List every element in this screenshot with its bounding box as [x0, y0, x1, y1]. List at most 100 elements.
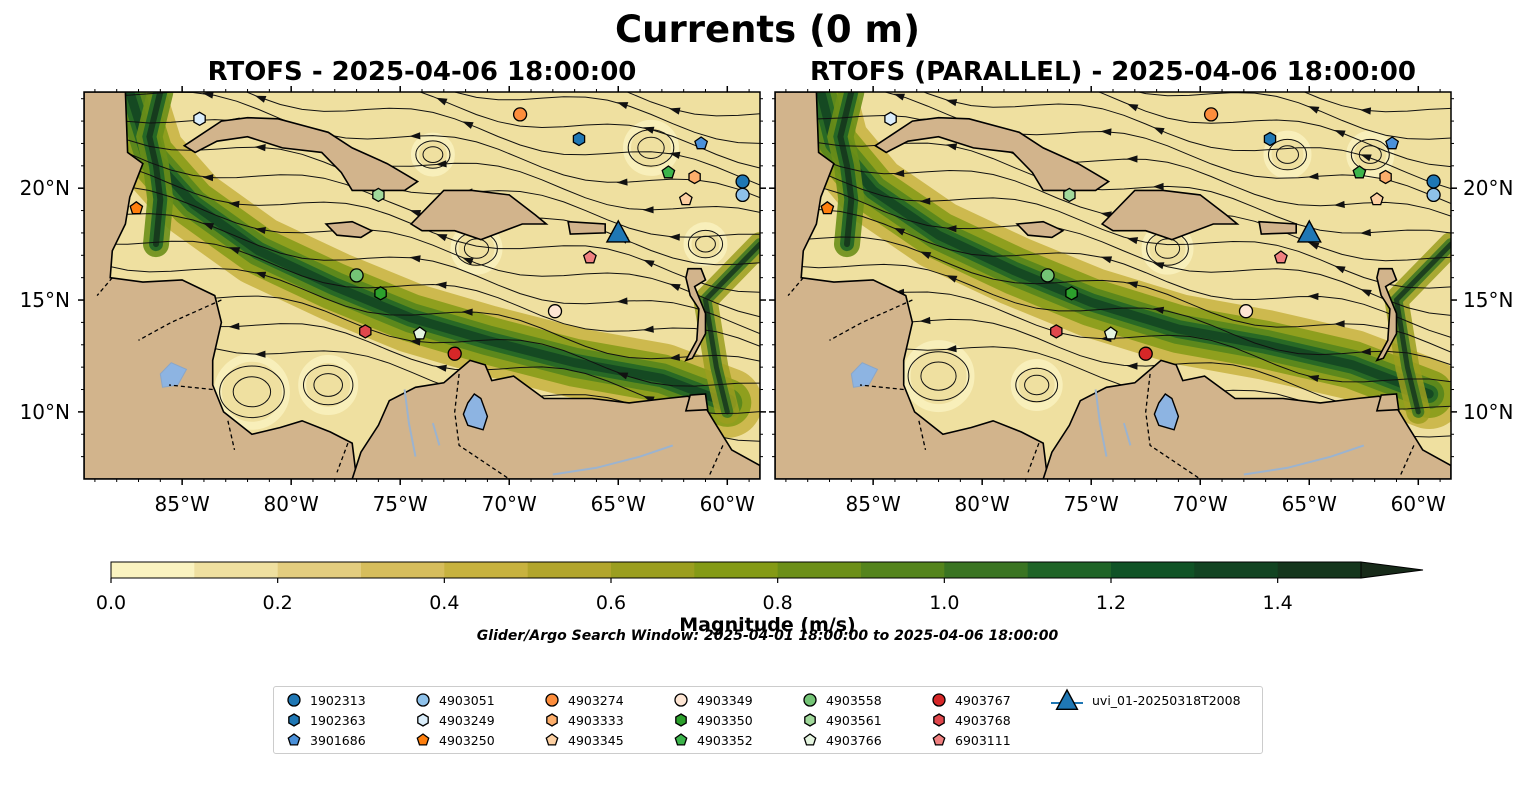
platform-uvi_01-20250318T2008[interactable]: [605, 219, 631, 243]
eddy-ring: [213, 353, 290, 430]
land-layer: [775, 92, 1451, 479]
map-panel-rtofs[interactable]: 85°W 80°W 75°W 70°W 65°W 60°W 20°N 15°N 10°N: [20, 0, 766, 516]
streamline-arrow: [1126, 237, 1139, 245]
platform-4903274[interactable]: [1203, 107, 1219, 122]
legend-marker-hexagon: [675, 713, 687, 727]
lat-tick-label: 15°N: [1463, 288, 1513, 312]
search-window-text: Glider/Argo Search Window: 2025-04-01 18…: [476, 628, 1059, 644]
legend-item: 4903766: [802, 731, 882, 749]
platform-4903352[interactable]: [1352, 165, 1367, 179]
map-panel-rtofs-parallel[interactable]: 85°W 80°W 75°W 70°W 65°W 60°W 20°N 15°N 10°N: [769, 0, 1513, 516]
platform-4903350[interactable]: [374, 286, 387, 301]
platform-4903345[interactable]: [678, 192, 693, 206]
platform-4903767[interactable]: [447, 346, 462, 361]
lat-tick-label: 20°N: [1463, 176, 1513, 200]
streamline-arrow: [945, 99, 958, 107]
land-layer: [84, 92, 760, 479]
legend-marker-circle: [545, 693, 559, 707]
landmass-south-america: [351, 359, 760, 479]
platform-4903561[interactable]: [1063, 187, 1076, 203]
streamline-arrow: [1360, 289, 1372, 297]
legend-marker-pentagon: [674, 733, 688, 746]
streamline-arrow: [409, 210, 422, 217]
colorbar-tick-label: 1.4: [1263, 592, 1293, 614]
streamline-arrow: [436, 97, 448, 106]
platform-4903558[interactable]: [1040, 268, 1055, 283]
streamline: [1303, 92, 1451, 113]
legend-item: 4903274: [544, 691, 624, 709]
platform-4903561[interactable]: [372, 187, 385, 203]
legend-label: 4903051: [439, 692, 495, 708]
colorbar-segment: [1111, 562, 1195, 578]
legend-label: 4903768: [955, 712, 1011, 728]
streamline-arrow: [228, 247, 241, 255]
platform-4903333[interactable]: [1379, 169, 1392, 185]
streamline-arrow: [255, 23, 266, 30]
colorbar-segment: [694, 562, 779, 578]
colorbar-segment: [194, 562, 279, 578]
eddy-streamline: [687, 229, 724, 259]
streamline-arrow: [202, 222, 215, 230]
lon-tick-label: 75°W: [1064, 492, 1119, 516]
eddy-ring: [410, 132, 455, 177]
platform-4903051[interactable]: [735, 187, 750, 203]
platform-4903051[interactable]: [1426, 187, 1441, 203]
legend-marker-circle: [287, 693, 301, 707]
lon-tick-label: 60°W: [1391, 492, 1446, 516]
platform-4903250[interactable]: [820, 200, 835, 215]
platform-markers: [129, 107, 750, 361]
platform-4903345[interactable]: [1369, 192, 1384, 206]
landmass-lesser-antilles: [1375, 267, 1398, 362]
platform-4903766[interactable]: [1103, 326, 1118, 340]
lon-tick-label: 85°W: [846, 492, 901, 516]
streamline-arrow: [254, 271, 267, 279]
platform-4903767[interactable]: [1138, 346, 1153, 361]
streamline-arrow: [1127, 103, 1139, 112]
eddy-streamline: [219, 365, 285, 419]
colorbar-label: Magnitude (m/s): [679, 614, 856, 636]
landmass-puerto-rico: [567, 220, 607, 235]
platform-4903349[interactable]: [1238, 304, 1254, 319]
streamline-arrow: [893, 169, 905, 177]
platform-4903352[interactable]: [661, 165, 676, 179]
platform-6903111[interactable]: [582, 250, 597, 264]
platform-4903558[interactable]: [349, 268, 364, 283]
platform-1902363[interactable]: [1263, 131, 1277, 147]
platform-4903274[interactable]: [512, 107, 528, 122]
streamline-arrow: [1153, 127, 1165, 135]
legend-item: 4903249: [415, 711, 495, 729]
streamline-arrow: [435, 281, 447, 289]
platform-1902313[interactable]: [1426, 174, 1441, 189]
legend-marker-pentagon: [416, 733, 430, 746]
streamline-arrow: [436, 234, 448, 242]
platform-markers: [820, 107, 1441, 361]
colorbar-tick-label: 0.0: [96, 592, 126, 614]
platform-3901686[interactable]: [1385, 136, 1400, 150]
platform-4903249[interactable]: [884, 111, 897, 127]
platform-1902363[interactable]: [572, 131, 586, 147]
eddy-streamline: [1024, 374, 1050, 396]
legend-label: 4903352: [697, 732, 753, 748]
platform-4903768[interactable]: [359, 324, 372, 339]
platform-6903111[interactable]: [1273, 250, 1288, 264]
platform-4903350[interactable]: [1065, 286, 1078, 301]
platform-4903249[interactable]: [193, 111, 206, 127]
streamline-arrow: [1126, 155, 1138, 163]
platform-4903768[interactable]: [1050, 324, 1063, 339]
streamline-arrow: [945, 143, 958, 151]
streamline-arrow: [945, 225, 957, 233]
streamline: [1136, 92, 1451, 140]
streamline-arrow: [1307, 292, 1319, 301]
platform-1902313[interactable]: [735, 174, 750, 189]
streamline-arrow: [669, 283, 681, 291]
platform-4903333[interactable]: [688, 169, 701, 185]
platform-4903250[interactable]: [129, 200, 144, 215]
platform-3901686[interactable]: [694, 136, 709, 150]
platform-uvi_01-20250318T2008[interactable]: [1296, 219, 1322, 243]
platform-4903349[interactable]: [547, 304, 563, 319]
legend-item: 4903561: [802, 711, 882, 729]
panel-title-rtofs-parallel: RTOFS (PARALLEL) - 2025-04-06 18:00:00: [810, 57, 1416, 87]
river: [1122, 422, 1132, 446]
platform-4903766[interactable]: [412, 326, 427, 340]
eddy-streamline: [695, 235, 716, 253]
